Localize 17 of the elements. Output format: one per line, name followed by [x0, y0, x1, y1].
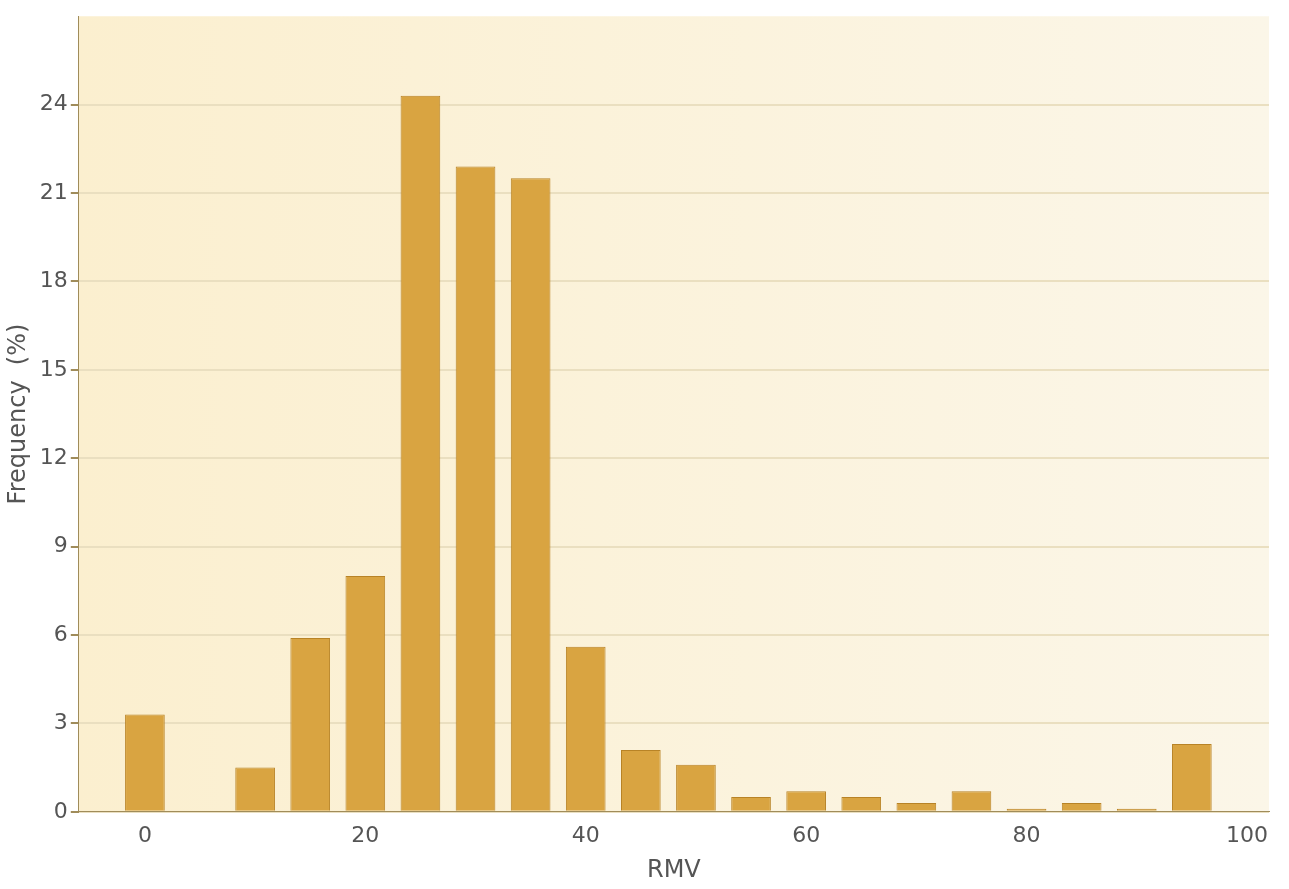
y-tick-label: 9 — [53, 532, 68, 558]
x-tick-label: 20 — [351, 821, 380, 847]
y-tick-label: 3 — [53, 709, 68, 735]
x-tick-label: 100 — [1225, 821, 1268, 847]
x-tick-label: 80 — [1012, 821, 1041, 847]
x-axis-title: RMV — [646, 854, 702, 883]
y-tick-label: 6 — [53, 620, 68, 646]
x-tick-label: 60 — [792, 821, 821, 847]
x-tick-label: 40 — [571, 821, 600, 847]
y-tick-label: 18 — [39, 267, 68, 293]
y-tick-label: 15 — [39, 355, 68, 381]
y-tick-label: 21 — [39, 178, 68, 204]
x-tick-label: 0 — [137, 821, 152, 847]
y-tick-label: 12 — [39, 443, 68, 469]
y-tick-label: 24 — [39, 90, 68, 116]
y-tick-label: 0 — [53, 797, 68, 823]
y-axis-title: Frequency (%) — [2, 323, 31, 505]
